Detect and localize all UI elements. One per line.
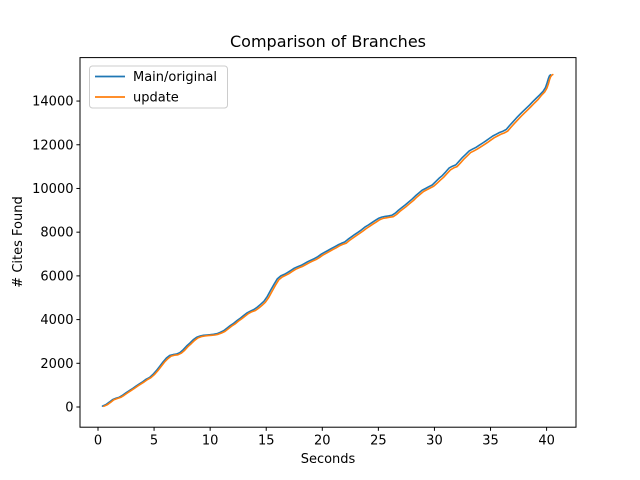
- x-tick-label: 5: [150, 434, 158, 449]
- x-tick-label: 10: [202, 434, 219, 449]
- y-tick-label: 6000: [40, 269, 73, 284]
- y-tick-label: 8000: [40, 226, 73, 241]
- y-tick-label: 2000: [40, 357, 73, 372]
- x-tick-label: 15: [258, 434, 275, 449]
- x-tick-label: 40: [538, 434, 555, 449]
- legend-label-main: Main/original: [133, 70, 217, 85]
- y-axis-label: # Cites Found: [11, 196, 26, 287]
- plot-area: [79, 57, 577, 428]
- x-tick-label: 30: [426, 434, 443, 449]
- x-tick-label: 0: [94, 434, 102, 449]
- x-axis-label: Seconds: [301, 452, 356, 467]
- x-tick-label: 20: [314, 434, 331, 449]
- series-line-main: [101, 74, 552, 407]
- series-lines: [101, 73, 554, 408]
- series-line-update: [103, 73, 554, 408]
- y-tick-label: 4000: [40, 313, 73, 328]
- legend: Main/original update: [89, 65, 228, 109]
- legend-label-update: update: [133, 91, 179, 106]
- y-tick-label: 0: [65, 401, 73, 416]
- x-tick-label: 35: [482, 434, 499, 449]
- chart-title: Comparison of Branches: [230, 32, 426, 51]
- y-tick-label: 10000: [32, 182, 73, 197]
- axis-ticks: 0 5 10 15 20 25 30 35 40 0 2000 4000 6000 8000 10000 12…: [32, 95, 555, 449]
- y-tick-label: 12000: [32, 138, 73, 153]
- x-tick-label: 25: [370, 434, 387, 449]
- y-tick-label: 14000: [32, 95, 73, 110]
